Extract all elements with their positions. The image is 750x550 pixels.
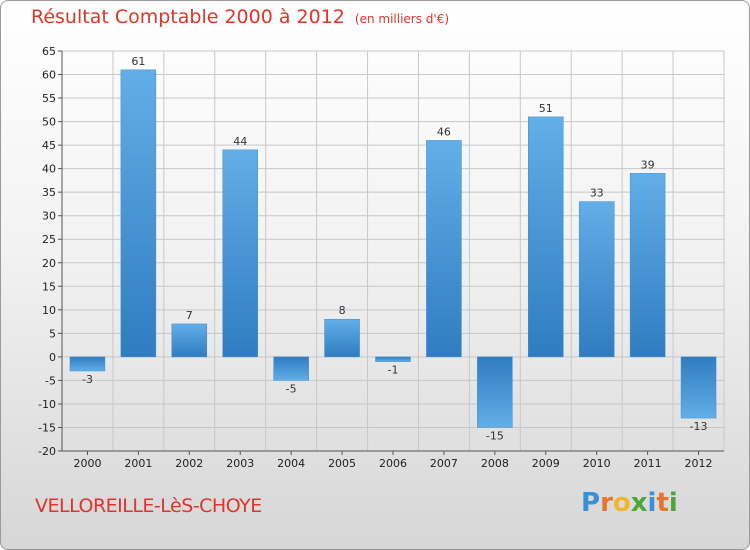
logo-letter: o xyxy=(612,488,631,518)
logo-letter: t xyxy=(656,488,669,518)
data-label: 8 xyxy=(339,304,346,317)
data-label: -1 xyxy=(388,364,399,377)
y-tick-label: 45 xyxy=(42,139,56,152)
y-tick-label: 35 xyxy=(42,186,56,199)
y-tick-label: 30 xyxy=(42,210,56,223)
data-label: 7 xyxy=(186,309,193,322)
x-tick-label: 2003 xyxy=(226,457,254,470)
chart-title: Résultat Comptable 2000 à 2012 (en millie… xyxy=(31,6,449,28)
data-label: 33 xyxy=(590,187,604,200)
y-tick-label: -5 xyxy=(45,374,56,387)
data-label: 39 xyxy=(641,158,655,171)
title-text: Résultat Comptable 2000 à 2012 xyxy=(31,6,345,28)
x-tick-label: 2001 xyxy=(124,457,152,470)
y-tick-label: -10 xyxy=(38,398,56,411)
data-label: -15 xyxy=(486,429,504,442)
y-tick-label: 60 xyxy=(42,69,56,82)
bar xyxy=(324,318,360,358)
logo-letter: i xyxy=(647,488,657,518)
data-label: 61 xyxy=(131,55,145,68)
x-tick-label: 2012 xyxy=(685,457,713,470)
bar xyxy=(222,149,258,358)
x-tick-label: 2008 xyxy=(481,457,509,470)
x-tick-label: 2011 xyxy=(634,457,662,470)
data-label: 51 xyxy=(539,102,553,115)
y-tick-label: 65 xyxy=(42,45,56,58)
data-labels: -3 61 7 44 -5 8 -1 46 -15 51 33 39 -13 xyxy=(82,55,708,443)
bar xyxy=(578,201,615,358)
x-tick-label: 2004 xyxy=(277,457,305,470)
y-tick-label: 5 xyxy=(49,327,56,340)
logo-letter: P xyxy=(581,488,601,518)
bar xyxy=(120,69,157,358)
y-tick-label: -20 xyxy=(38,445,56,458)
y-tick-label: 0 xyxy=(49,351,56,364)
bars xyxy=(69,69,717,428)
x-tick-label: 2002 xyxy=(175,457,203,470)
x-tick-label: 2006 xyxy=(379,457,407,470)
data-label: 44 xyxy=(233,135,247,148)
bar xyxy=(273,356,309,381)
town-name: VELLOREILLE-LèS-CHOYE xyxy=(35,495,262,517)
y-tick-label: -15 xyxy=(38,421,56,434)
y-tick-label: 55 xyxy=(42,92,56,105)
axes: -20 -15 -10 -5 0 5 10 15 20 25 30 35 40 45 50 55 60 65 200… xyxy=(38,45,724,470)
grid-lines xyxy=(61,50,725,452)
x-tick-label: 2000 xyxy=(73,457,101,470)
bar xyxy=(375,356,411,362)
x-tick-label: 2009 xyxy=(532,457,560,470)
data-label: -3 xyxy=(82,373,93,386)
x-tick-label: 2007 xyxy=(430,457,458,470)
y-tick-label: 25 xyxy=(42,233,56,246)
x-tick-label: 2010 xyxy=(583,457,611,470)
proxiti-logo: Proxiti xyxy=(581,488,678,518)
data-label: 46 xyxy=(437,125,451,138)
logo-letter: r xyxy=(600,488,613,518)
bar xyxy=(69,356,106,372)
bar xyxy=(680,356,717,419)
bar xyxy=(171,323,208,358)
y-tick-label: 10 xyxy=(42,304,56,317)
y-tick-label: 50 xyxy=(42,116,56,129)
bar xyxy=(426,140,462,358)
data-label: -5 xyxy=(286,382,297,395)
bar xyxy=(528,116,564,358)
logo-letter: x xyxy=(630,488,648,518)
bar xyxy=(477,356,513,428)
y-tick-label: 20 xyxy=(42,257,56,270)
chart-subtitle: (en milliers d'€) xyxy=(354,12,450,26)
x-tick-label: 2005 xyxy=(328,457,356,470)
y-tick-label: 15 xyxy=(42,280,56,293)
bar xyxy=(629,173,666,358)
data-label: -13 xyxy=(690,420,708,433)
logo-letter: i xyxy=(668,488,678,518)
y-tick-label: 40 xyxy=(42,163,56,176)
